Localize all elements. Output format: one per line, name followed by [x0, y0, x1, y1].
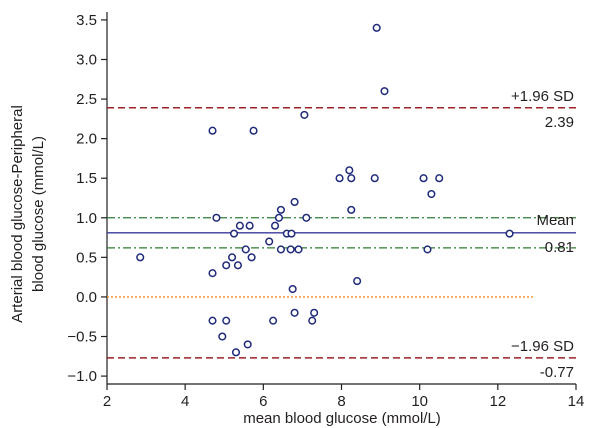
annotations: +1.96 SD 2.39 Mean 0.81 −1.96 SD -0.77 — [511, 88, 574, 381]
data-point — [243, 340, 252, 349]
data-point — [302, 213, 311, 222]
data-point — [347, 174, 356, 183]
y-axis-title-line-1: Arterial blood glucose-Peripheral — [9, 105, 26, 323]
data-point — [372, 23, 381, 32]
data-point — [218, 332, 227, 341]
data-point — [286, 245, 295, 254]
data-point — [233, 261, 242, 270]
upper-loa-value: 2.39 — [545, 114, 574, 131]
data-point — [208, 316, 217, 325]
data-point — [231, 348, 241, 357]
y-tick-label: 2.0 — [76, 131, 97, 148]
data-point — [269, 316, 278, 325]
y-tick-label: 3.5 — [76, 12, 97, 29]
upper-loa-label: +1.96 SD — [511, 88, 574, 105]
data-point — [265, 237, 274, 246]
data-point — [208, 269, 217, 278]
data-point — [136, 253, 145, 262]
data-point — [294, 245, 303, 254]
data-point — [310, 308, 319, 317]
reference-lines — [107, 107, 576, 359]
y-tick-label: 0.5 — [76, 249, 97, 266]
data-point — [300, 110, 309, 119]
data-point — [505, 229, 514, 238]
data-point — [347, 205, 356, 214]
data-point — [271, 221, 280, 230]
data-point — [288, 284, 297, 294]
data-point — [353, 277, 362, 286]
data-point — [208, 126, 217, 135]
lower-loa-label: −1.96 SD — [511, 338, 574, 355]
x-tick-label: 10 — [411, 393, 428, 410]
x-tick-label: 12 — [489, 393, 506, 410]
x-tick-label: 14 — [568, 393, 585, 410]
lower-loa-value: -0.77 — [540, 364, 574, 381]
data-point — [427, 189, 436, 199]
data-point — [276, 245, 285, 254]
x-tick-label: 8 — [337, 393, 345, 410]
y-tick-label: 1.5 — [76, 170, 97, 187]
data-point — [228, 253, 237, 262]
data-point — [308, 316, 317, 325]
mean-label: Mean — [536, 212, 574, 229]
x-tick-label: 2 — [103, 393, 111, 410]
data-point — [222, 316, 231, 325]
x-tick-label: 6 — [259, 393, 267, 410]
data-points — [136, 23, 514, 357]
data-point — [222, 261, 231, 270]
y-tick-label: 1.0 — [76, 210, 97, 227]
data-point — [247, 253, 256, 262]
data-point — [212, 213, 221, 222]
data-point — [274, 213, 284, 222]
data-point — [290, 308, 299, 317]
x-tick-label: 4 — [181, 393, 189, 410]
x-axis-title: mean blood glucose (mmol/L) — [243, 410, 441, 427]
y-tick-label: −0.5 — [67, 329, 97, 346]
mean-value: 0.81 — [545, 239, 574, 256]
data-point — [276, 205, 285, 214]
data-point — [423, 245, 432, 254]
data-point — [335, 174, 344, 183]
data-point — [229, 229, 239, 238]
y-tick-label: 0.0 — [76, 289, 97, 306]
data-point — [241, 245, 250, 254]
data-point — [380, 87, 389, 96]
axes: 2 4 6 8 10 12 14 −1.0 −0.5 0.0 0.5 1.0 1.5 2.0 2.5 3.0 3… — [67, 12, 584, 410]
y-tick-label: 3.0 — [76, 51, 97, 68]
y-axis-title-line-2: blood glucose (mmol/L) — [30, 136, 47, 292]
data-point — [287, 229, 296, 238]
data-point — [249, 126, 258, 135]
data-point — [245, 221, 254, 230]
data-point — [370, 174, 379, 183]
data-point — [290, 197, 299, 207]
y-tick-label: 2.5 — [76, 91, 97, 108]
y-tick-label: −1.0 — [67, 368, 97, 385]
data-point — [235, 221, 244, 230]
data-point — [345, 166, 354, 175]
data-point — [435, 174, 444, 183]
data-point — [419, 174, 428, 183]
